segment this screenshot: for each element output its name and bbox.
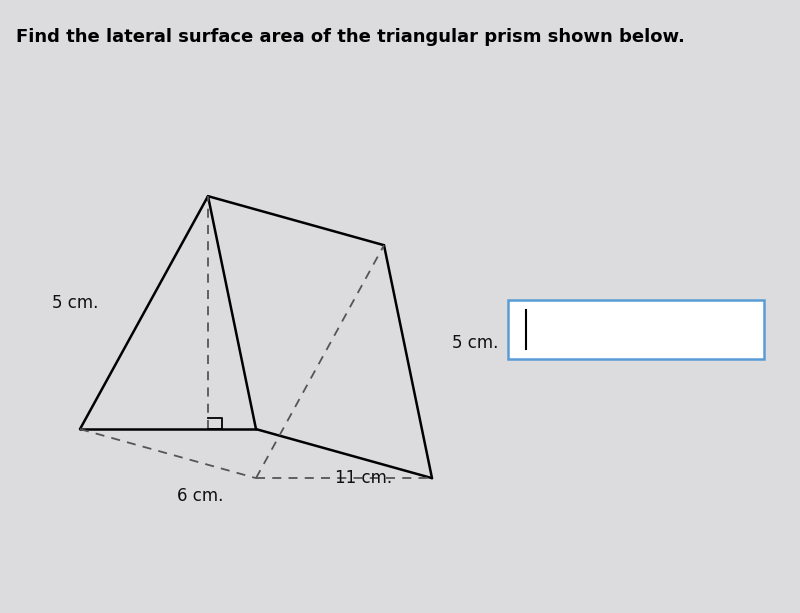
Text: 5 cm.: 5 cm. <box>452 334 498 352</box>
Text: 11 cm.: 11 cm. <box>335 469 393 487</box>
FancyBboxPatch shape <box>508 300 764 359</box>
Text: Find the lateral surface area of the triangular prism shown below.: Find the lateral surface area of the tri… <box>16 28 685 45</box>
Text: 6 cm.: 6 cm. <box>177 487 223 505</box>
Text: 5 cm.: 5 cm. <box>52 294 98 313</box>
